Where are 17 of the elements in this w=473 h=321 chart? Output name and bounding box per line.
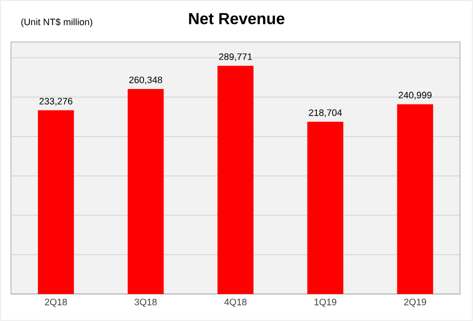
x-tick-label: 2Q18: [44, 298, 67, 307]
data-label: 218,704: [308, 109, 342, 118]
bar: [307, 122, 344, 294]
data-label: 240,999: [398, 92, 432, 100]
data-label: 289,771: [219, 53, 252, 62]
data-label: 260,348: [129, 76, 162, 84]
text: (Unit NT$ million): [21, 18, 92, 28]
data-label: 233,276: [39, 98, 72, 106]
bar: [218, 66, 254, 294]
bar: [397, 104, 434, 294]
x-tick-label: 1Q19: [314, 298, 336, 307]
x-tick-label: 4Q18: [224, 298, 247, 307]
x-tick-label: 2Q19: [404, 298, 426, 307]
bar: [128, 88, 164, 294]
bar: [38, 110, 74, 294]
chart-title: Net Revenue: [189, 13, 284, 24]
x-tick-label: 3Q18: [134, 298, 157, 307]
